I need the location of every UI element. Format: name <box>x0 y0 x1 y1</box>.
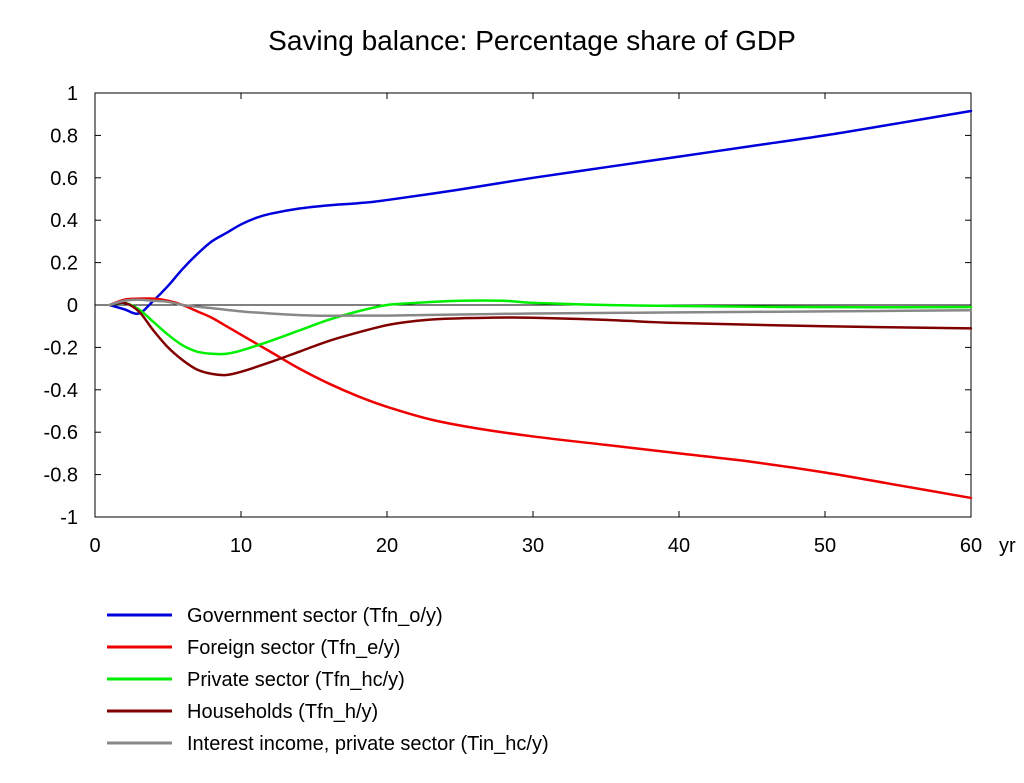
y-tick-label: -0.8 <box>44 465 78 487</box>
y-tick-label: 0.2 <box>50 253 78 275</box>
series-line-5 <box>108 298 973 318</box>
x-tick-label: 10 <box>230 535 252 557</box>
y-tick-label: 0 <box>67 295 78 317</box>
x-tick-label: 20 <box>376 535 398 557</box>
x-tick-label: 60 <box>960 535 982 557</box>
y-tick-label: 0.6 <box>50 168 78 190</box>
legend-label: Households (Tfn_h/y) <box>187 701 378 723</box>
legend-label: Foreign sector (Tfn_e/y) <box>187 637 400 659</box>
legend-label: Government sector (Tfn_o/y) <box>187 605 443 627</box>
x-unit-label: yr <box>999 535 1016 557</box>
x-tick-label: 40 <box>668 535 690 557</box>
x-tick-label: 30 <box>522 535 544 557</box>
axes: 1 0.8 0.6 0.4 0.2 0 -0.2 -0.4 -0.6 -0.8 -1 0 10 20 30 4… <box>44 83 1016 557</box>
y-tick-label: 0.4 <box>50 210 78 232</box>
y-tick-label: 0.8 <box>50 125 78 147</box>
y-tick-label: -0.2 <box>44 337 78 359</box>
series-line-4 <box>108 301 973 377</box>
legend-label: Private sector (Tfn_hc/y) <box>187 669 405 691</box>
y-tick-label: -0.4 <box>44 380 78 402</box>
x-tick-label: 50 <box>814 535 836 557</box>
y-tick-label: -0.6 <box>44 422 78 444</box>
series-line-1 <box>108 109 973 316</box>
chart-title: Saving balance: Percentage share of GDP <box>268 25 796 56</box>
series-line-3 <box>108 299 973 356</box>
y-tick-label: 1 <box>67 83 78 105</box>
legend-label: Interest income, private sector (Tin_hc/… <box>187 733 549 755</box>
x-tick-label: 0 <box>89 535 100 557</box>
series-line-2 <box>108 297 973 500</box>
y-tick-label: -1 <box>60 507 78 529</box>
series-lines <box>108 109 973 500</box>
legend: Government sector (Tfn_o/y) Foreign secto… <box>107 605 549 755</box>
